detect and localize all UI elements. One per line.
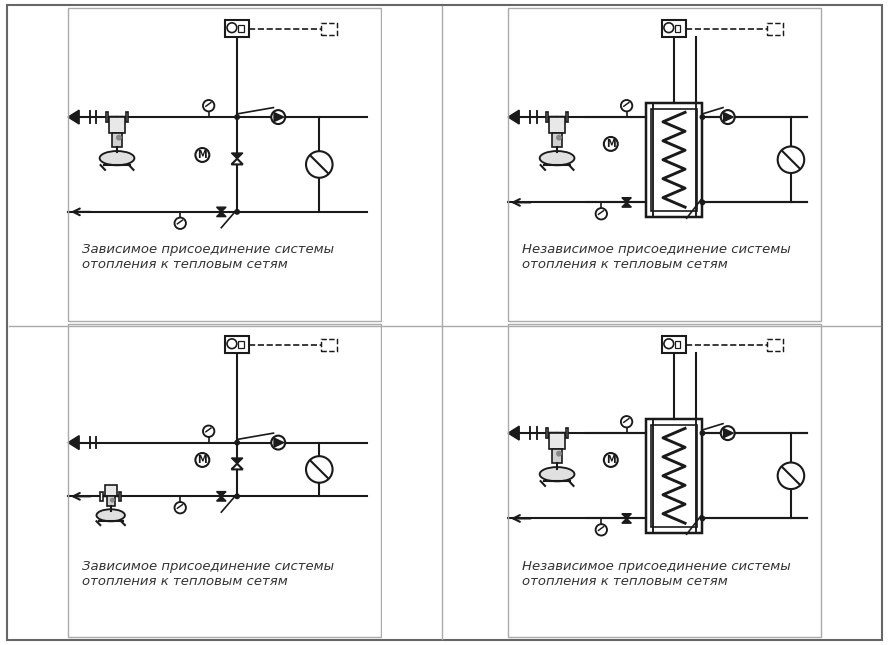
Bar <box>105 485 116 497</box>
Bar <box>321 339 337 351</box>
Circle shape <box>701 200 705 204</box>
Polygon shape <box>724 112 733 122</box>
Polygon shape <box>622 519 631 523</box>
Circle shape <box>116 135 121 140</box>
Circle shape <box>271 435 285 450</box>
Circle shape <box>174 502 186 513</box>
Circle shape <box>621 100 632 112</box>
Ellipse shape <box>540 151 574 165</box>
Polygon shape <box>231 464 243 470</box>
Circle shape <box>778 462 805 489</box>
Circle shape <box>596 524 607 535</box>
Polygon shape <box>509 426 519 440</box>
Circle shape <box>596 208 607 219</box>
Text: M: M <box>197 455 207 465</box>
Circle shape <box>721 110 734 124</box>
Bar <box>645 103 702 217</box>
Polygon shape <box>509 110 519 124</box>
Bar <box>552 133 562 147</box>
Circle shape <box>203 100 214 112</box>
Bar <box>238 25 244 32</box>
Circle shape <box>196 148 209 162</box>
Circle shape <box>557 135 561 140</box>
Polygon shape <box>217 497 226 501</box>
Bar <box>546 428 549 438</box>
Bar <box>126 112 128 122</box>
Text: Зависимое присоединение системы
отопления к тепловым сетям: Зависимое присоединение системы отоплени… <box>83 559 334 588</box>
Bar <box>112 133 122 147</box>
Polygon shape <box>231 159 243 164</box>
Bar <box>109 117 125 133</box>
Circle shape <box>235 115 239 119</box>
Text: Независимое присоединение системы
отопления к тепловым сетям: Независимое присоединение системы отопле… <box>523 244 791 272</box>
Bar <box>566 112 568 122</box>
Polygon shape <box>274 438 284 447</box>
Polygon shape <box>231 458 243 464</box>
Bar <box>118 492 121 501</box>
Bar <box>662 20 685 37</box>
Circle shape <box>604 453 618 467</box>
Polygon shape <box>217 491 226 497</box>
Circle shape <box>203 426 214 437</box>
Bar <box>549 117 565 133</box>
Bar <box>100 492 103 501</box>
Circle shape <box>306 151 332 178</box>
Text: M: M <box>606 455 615 465</box>
Bar <box>652 108 697 211</box>
Ellipse shape <box>100 151 134 165</box>
Text: Зависимое присоединение системы
отопления к тепловым сетям: Зависимое присоединение системы отоплени… <box>83 244 334 272</box>
Text: M: M <box>197 150 207 160</box>
Bar <box>767 339 783 351</box>
Bar <box>549 433 565 449</box>
Circle shape <box>174 217 186 229</box>
Circle shape <box>235 494 239 499</box>
Circle shape <box>701 431 705 435</box>
Ellipse shape <box>97 510 125 521</box>
Bar <box>107 497 115 506</box>
Bar <box>675 341 680 348</box>
Circle shape <box>701 115 705 119</box>
Bar <box>662 336 685 353</box>
Bar <box>767 23 783 35</box>
Bar <box>552 449 562 463</box>
Circle shape <box>701 516 705 521</box>
Polygon shape <box>622 513 631 519</box>
Circle shape <box>306 456 332 482</box>
Polygon shape <box>622 203 631 207</box>
Bar <box>546 112 549 122</box>
Circle shape <box>778 146 805 173</box>
Circle shape <box>235 210 239 214</box>
Polygon shape <box>217 212 226 217</box>
Polygon shape <box>622 197 631 203</box>
Circle shape <box>110 499 114 502</box>
Circle shape <box>235 441 239 445</box>
Polygon shape <box>274 112 284 122</box>
Ellipse shape <box>540 467 574 481</box>
Circle shape <box>196 453 209 467</box>
Circle shape <box>271 110 285 124</box>
Bar <box>645 419 702 533</box>
Polygon shape <box>231 153 243 159</box>
Polygon shape <box>217 207 226 212</box>
Bar <box>652 424 697 527</box>
Bar <box>321 23 337 35</box>
Polygon shape <box>68 435 79 450</box>
Bar <box>675 25 680 32</box>
Circle shape <box>604 137 618 151</box>
Text: M: M <box>606 139 615 149</box>
Bar <box>106 112 108 122</box>
Bar <box>225 20 249 37</box>
Bar <box>238 341 244 348</box>
Circle shape <box>621 416 632 428</box>
Polygon shape <box>68 110 79 124</box>
Circle shape <box>721 426 734 440</box>
Bar <box>566 428 568 438</box>
Bar <box>225 336 249 353</box>
Circle shape <box>557 451 561 456</box>
Polygon shape <box>724 428 733 438</box>
Text: Независимое присоединение системы
отопления к тепловым сетям: Независимое присоединение системы отопле… <box>523 559 791 588</box>
